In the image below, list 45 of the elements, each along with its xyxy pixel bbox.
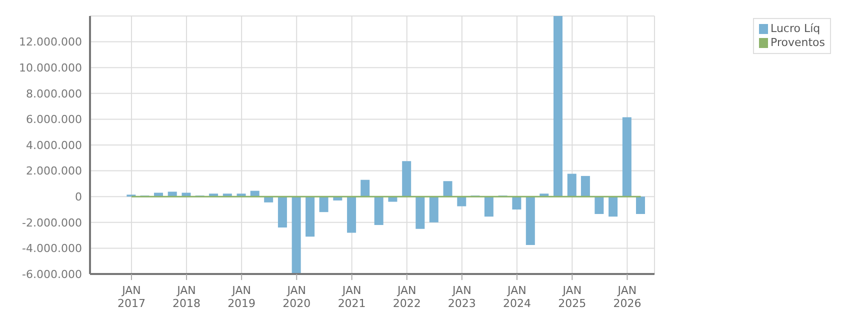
bar bbox=[594, 196, 604, 214]
legend-label: Proventos bbox=[770, 36, 825, 50]
bar bbox=[457, 196, 466, 206]
y-tick-label: 10.000.000 bbox=[19, 62, 82, 75]
bar bbox=[360, 180, 370, 197]
bar bbox=[319, 196, 328, 212]
legend-label: Lucro Líq bbox=[770, 22, 820, 36]
x-tick-label: JAN 2022 bbox=[392, 284, 421, 310]
y-tick-label: 0 bbox=[75, 190, 82, 204]
bar bbox=[526, 196, 535, 245]
y-tick-label: 6.000.000 bbox=[26, 113, 82, 126]
bar bbox=[306, 196, 315, 237]
y-tick-label: 12.000.000 bbox=[19, 36, 82, 49]
y-tick-label: -6.000.000 bbox=[22, 268, 82, 281]
x-tick-label: JAN 2021 bbox=[338, 284, 366, 310]
bar bbox=[622, 117, 632, 197]
bar bbox=[636, 196, 646, 214]
bar bbox=[416, 196, 425, 229]
bar bbox=[554, 16, 563, 197]
bar bbox=[168, 192, 177, 197]
x-tick-label: JAN 2024 bbox=[502, 284, 531, 310]
y-tick-label: 8.000.000 bbox=[26, 87, 82, 100]
y-tick-label: -2.000.000 bbox=[22, 216, 82, 230]
bar bbox=[567, 174, 576, 197]
bar bbox=[278, 196, 287, 228]
x-tick-label: JAN 2023 bbox=[448, 284, 476, 310]
bar bbox=[443, 181, 452, 197]
x-tick-label: JAN 2017 bbox=[117, 284, 146, 310]
x-tick-label: JAN 2020 bbox=[282, 284, 311, 310]
x-tick-label: JAN 2026 bbox=[613, 284, 642, 310]
bar bbox=[402, 161, 412, 197]
bar bbox=[374, 196, 384, 225]
x-tick-label: JAN 2019 bbox=[228, 284, 256, 310]
x-tick-label: JAN 2018 bbox=[172, 284, 201, 310]
bar bbox=[429, 196, 438, 222]
y-tick-label: -4.000.000 bbox=[22, 242, 82, 256]
bar bbox=[580, 176, 590, 197]
bar bbox=[292, 196, 301, 274]
bar bbox=[512, 196, 522, 210]
y-tick-label: 2.000.000 bbox=[26, 164, 82, 178]
y-tick-label: 4.000.000 bbox=[26, 138, 82, 152]
x-tick-label: JAN 2025 bbox=[558, 284, 586, 310]
bar bbox=[347, 196, 356, 233]
bar bbox=[608, 196, 618, 217]
bar bbox=[484, 196, 494, 217]
